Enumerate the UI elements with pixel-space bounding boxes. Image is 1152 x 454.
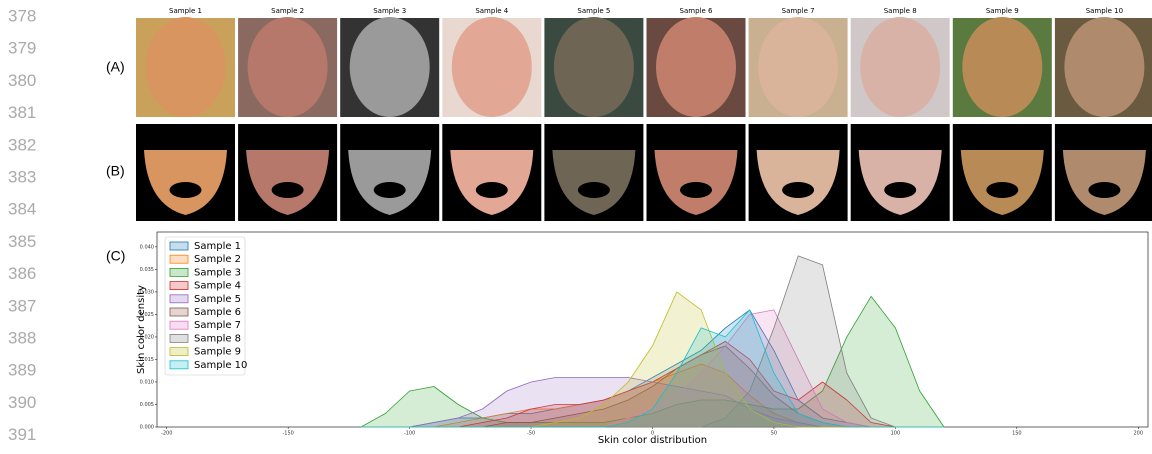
mask-mouth: [782, 182, 814, 198]
x-tick-label: -100: [404, 431, 415, 437]
page: 378 379 380 381 382 383 384 385 386 387 388 389 390 3…: [0, 0, 1152, 454]
panel-label: (C): [106, 248, 125, 264]
legend-swatch: [170, 308, 188, 316]
line-number: 391: [8, 425, 36, 444]
face: [962, 17, 1042, 117]
line-number: 380: [8, 71, 36, 90]
sample-label: Sample 1: [169, 7, 202, 15]
x-tick-label: 150: [1012, 431, 1022, 437]
sample-label: Sample 5: [577, 7, 610, 15]
panel-label: (B): [106, 163, 125, 179]
face: [350, 17, 430, 117]
line-number: 390: [8, 393, 36, 412]
legend-label: Sample 7: [194, 320, 241, 331]
legend-swatch: [170, 348, 188, 356]
sample-label: Sample 9: [986, 7, 1019, 15]
y-tick-label: 0.000: [140, 425, 154, 431]
x-tick-label: -150: [282, 431, 293, 437]
figure: 378 379 380 381 382 383 384 385 386 387 388 389 390 3…: [0, 0, 1152, 454]
line-number: 386: [8, 264, 36, 283]
line-number: 383: [8, 167, 36, 186]
y-tick-label: 0.005: [140, 402, 154, 408]
sample-label: Sample 2: [271, 7, 304, 15]
line-number: 381: [8, 103, 36, 122]
x-tick-label: 200: [1134, 431, 1144, 437]
y-axis-label: Skin color density: [136, 285, 147, 374]
legend-label: Sample 6: [194, 307, 241, 318]
legend-swatch: [170, 321, 188, 329]
mask-mouth: [170, 182, 202, 198]
sample-label: Sample 10: [1086, 7, 1123, 15]
legend-label: Sample 4: [194, 281, 241, 292]
line-number: 379: [8, 39, 36, 58]
x-tick-label: -50: [527, 431, 535, 437]
mask-mouth: [476, 182, 508, 198]
face: [248, 17, 328, 117]
face: [554, 17, 634, 117]
legend-swatch: [170, 268, 188, 276]
y-tick-label: 0.010: [140, 379, 154, 385]
legend-label: Sample 2: [194, 254, 241, 265]
face: [656, 17, 736, 117]
face: [860, 17, 940, 117]
line-number: 389: [8, 361, 36, 380]
panel-label: (A): [106, 59, 125, 75]
legend-label: Sample 8: [194, 333, 241, 344]
line-number: 385: [8, 232, 36, 251]
legend-label: Sample 5: [194, 294, 241, 305]
x-tick-label: -200: [161, 431, 172, 437]
legend-label: Sample 9: [194, 347, 241, 358]
face: [452, 17, 532, 117]
sample-label: Sample 3: [373, 7, 406, 15]
legend-swatch: [170, 242, 188, 250]
line-number: 382: [8, 135, 36, 154]
mask-mouth: [374, 182, 406, 198]
sample-label: Sample 6: [680, 7, 713, 15]
x-tick-label: 100: [891, 431, 901, 437]
x-axis-label: Skin color distribution: [598, 435, 707, 446]
legend-swatch: [170, 334, 188, 342]
face: [146, 17, 226, 117]
legend-label: Sample 3: [194, 267, 241, 278]
mask-mouth: [1088, 182, 1120, 198]
line-number: 388: [8, 328, 36, 347]
mask-mouth: [578, 182, 610, 198]
legend-swatch: [170, 255, 188, 263]
mask-mouth: [272, 182, 304, 198]
mask-mouth: [986, 182, 1018, 198]
legend-swatch: [170, 295, 188, 303]
face: [758, 17, 838, 117]
legend-label: Sample 10: [194, 360, 247, 371]
line-number: 378: [8, 6, 36, 25]
sample-label: Sample 7: [782, 7, 815, 15]
legend-label: Sample 1: [194, 241, 241, 252]
mask-mouth: [680, 182, 712, 198]
x-tick-label: 50: [771, 431, 777, 437]
face: [1064, 17, 1144, 117]
line-number: 384: [8, 200, 36, 219]
sample-label: Sample 8: [884, 7, 917, 15]
y-tick-label: 0.040: [140, 244, 154, 250]
y-tick-label: 0.035: [140, 267, 154, 273]
legend-swatch: [170, 361, 188, 369]
legend-swatch: [170, 282, 188, 290]
sample-label: Sample 4: [475, 7, 508, 15]
line-number: 387: [8, 296, 36, 315]
mask-mouth: [884, 182, 916, 198]
